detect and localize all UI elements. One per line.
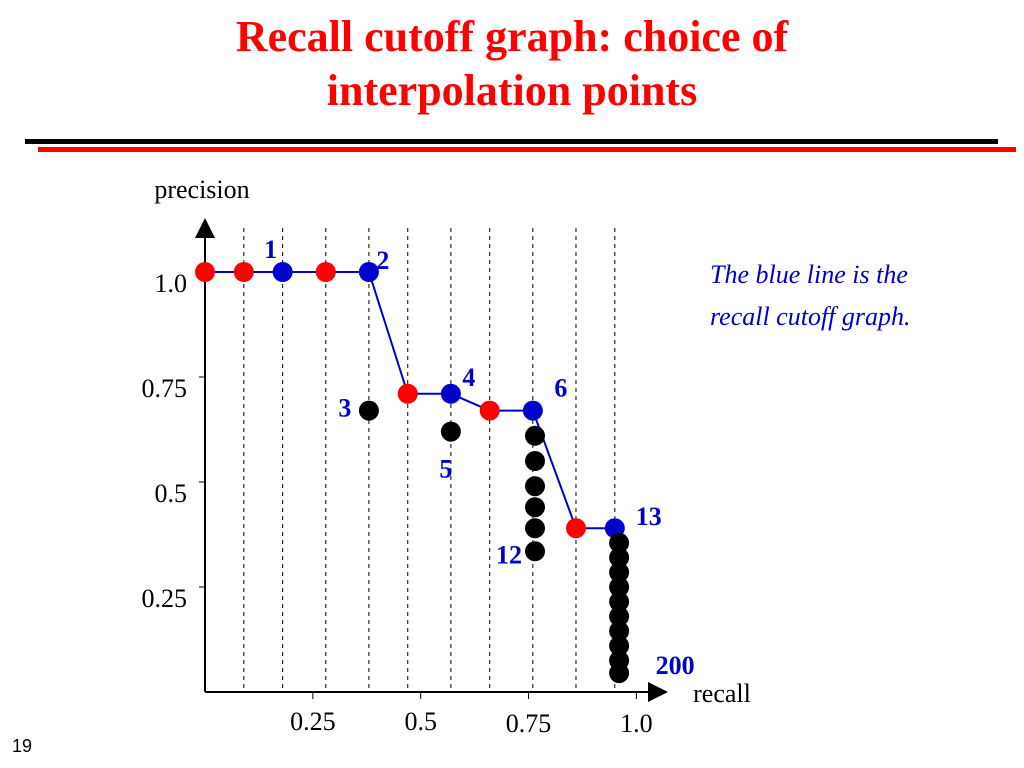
non-relevant-point: [440, 421, 461, 442]
x-tick-label: 1.0: [620, 709, 653, 738]
relevant-retrieved-point: [440, 383, 461, 404]
non-relevant-point: [609, 577, 630, 597]
non-relevant-point: [609, 562, 630, 583]
title-rule-black: [25, 139, 998, 144]
point-label: 13: [636, 502, 662, 531]
relevant-retrieved-point: [522, 400, 543, 421]
y-tick-label: 0.25: [142, 584, 188, 613]
non-relevant-point: [609, 532, 630, 553]
relevant-retrieved-point: [272, 262, 293, 282]
x-tick-label: 0.5: [404, 707, 437, 736]
point-label: 3: [338, 394, 351, 423]
point-label: 200: [656, 651, 695, 680]
x-axis-title: recall: [693, 679, 751, 708]
x-tick-label: 0.75: [506, 709, 552, 738]
point-label: 12: [496, 540, 522, 569]
point-label: 6: [554, 374, 567, 403]
non-relevant-point: [525, 518, 546, 539]
y-tick-label: 0.75: [142, 374, 188, 403]
axis-ticks: 0.25 0.5 0.75 1.0 1.0 0.75 0.5 0.25: [142, 269, 653, 738]
relevant-retrieved-point: [358, 262, 379, 282]
non-relevant-point: [609, 635, 630, 656]
non-relevant-point: [525, 476, 546, 497]
non-relevant-point: [609, 547, 630, 568]
interpolated-point: [565, 518, 586, 539]
slide-title-line-2: interpolation points: [326, 66, 698, 115]
interpolated-point: [479, 400, 500, 421]
non-relevant-point: [525, 497, 546, 518]
data-points: [195, 262, 630, 684]
y-axis-title: precision: [154, 175, 249, 204]
non-relevant-point: [525, 541, 546, 562]
non-relevant-point: [609, 591, 630, 612]
non-relevant-point: [525, 451, 546, 471]
title-rule-red: [38, 147, 1016, 152]
interpolated-point: [233, 262, 254, 282]
non-relevant-point: [358, 400, 379, 421]
slide-title-line-1: Recall cutoff graph: choice of: [235, 12, 789, 61]
non-relevant-point: [609, 663, 630, 684]
interpolated-point: [397, 383, 418, 404]
point-label: 1: [264, 235, 277, 264]
x-tick-label: 0.25: [290, 707, 336, 736]
non-relevant-point: [525, 425, 546, 446]
slide-title: Recall cutoff graph: choice of interpola…: [0, 10, 1024, 118]
point-label: 2: [376, 246, 389, 275]
point-label: 4: [462, 363, 475, 392]
slide-number: 19: [12, 736, 33, 756]
y-tick-label: 1.0: [155, 269, 188, 298]
explanatory-note: The blue line is the recall cutoff graph…: [710, 260, 911, 331]
non-relevant-point: [609, 621, 630, 642]
interpolated-point: [315, 262, 336, 282]
non-relevant-point: [609, 606, 630, 627]
interpolated-point: [195, 262, 215, 282]
y-tick-label: 0.5: [155, 479, 188, 508]
point-label: 5: [439, 455, 452, 484]
recall-cutoff-lines: [243, 228, 616, 692]
